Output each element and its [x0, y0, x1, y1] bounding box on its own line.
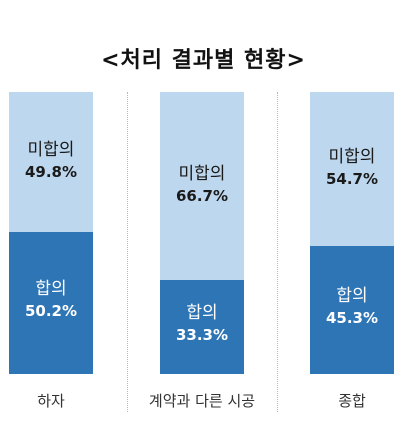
- segment-label: 합의 33.3%: [160, 303, 244, 345]
- data-label: 33.3%: [175, 326, 229, 345]
- series-name-label: 미합의: [178, 164, 226, 184]
- bar-segment-disagreed: 미합의 66.7%: [160, 92, 244, 280]
- data-label: 45.3%: [325, 309, 379, 328]
- segment-label: 합의 45.3%: [310, 286, 394, 328]
- series-name-label: 미합의: [328, 147, 376, 167]
- category-divider: [277, 92, 278, 412]
- data-label: 50.2%: [24, 302, 78, 321]
- stacked-bar: 미합의 66.7% 합의 33.3%: [160, 92, 244, 374]
- segment-label: 미합의 54.7%: [310, 147, 394, 189]
- series-name-label: 합의: [336, 286, 368, 306]
- stacked-bar: 미합의 49.8% 합의 50.2%: [9, 92, 93, 374]
- bar-segment-agreed: 합의 33.3%: [160, 280, 244, 374]
- category-label: 종합: [338, 392, 366, 410]
- category-label: 계약과 다른 시공: [148, 392, 256, 410]
- segment-label: 미합의 66.7%: [160, 164, 244, 206]
- bar-segment-disagreed: 미합의 54.7%: [310, 92, 394, 246]
- chart-title: <처리 결과별 현황>: [101, 48, 306, 73]
- category-divider: [127, 92, 128, 412]
- category-label: 하자: [37, 392, 65, 410]
- stacked-bar: 미합의 54.7% 합의 45.3%: [310, 92, 394, 374]
- series-name-label: 합의: [35, 279, 67, 299]
- series-name-label: 합의: [186, 303, 218, 323]
- data-label: 54.7%: [325, 170, 379, 189]
- data-label: 66.7%: [175, 187, 229, 206]
- series-name-label: 미합의: [27, 140, 75, 160]
- bar-segment-agreed: 합의 50.2%: [9, 232, 93, 374]
- bar-segment-agreed: 합의 45.3%: [310, 246, 394, 374]
- data-label: 49.8%: [24, 163, 78, 182]
- bar-segment-disagreed: 미합의 49.8%: [9, 92, 93, 232]
- segment-label: 합의 50.2%: [9, 279, 93, 321]
- segment-label: 미합의 49.8%: [9, 140, 93, 182]
